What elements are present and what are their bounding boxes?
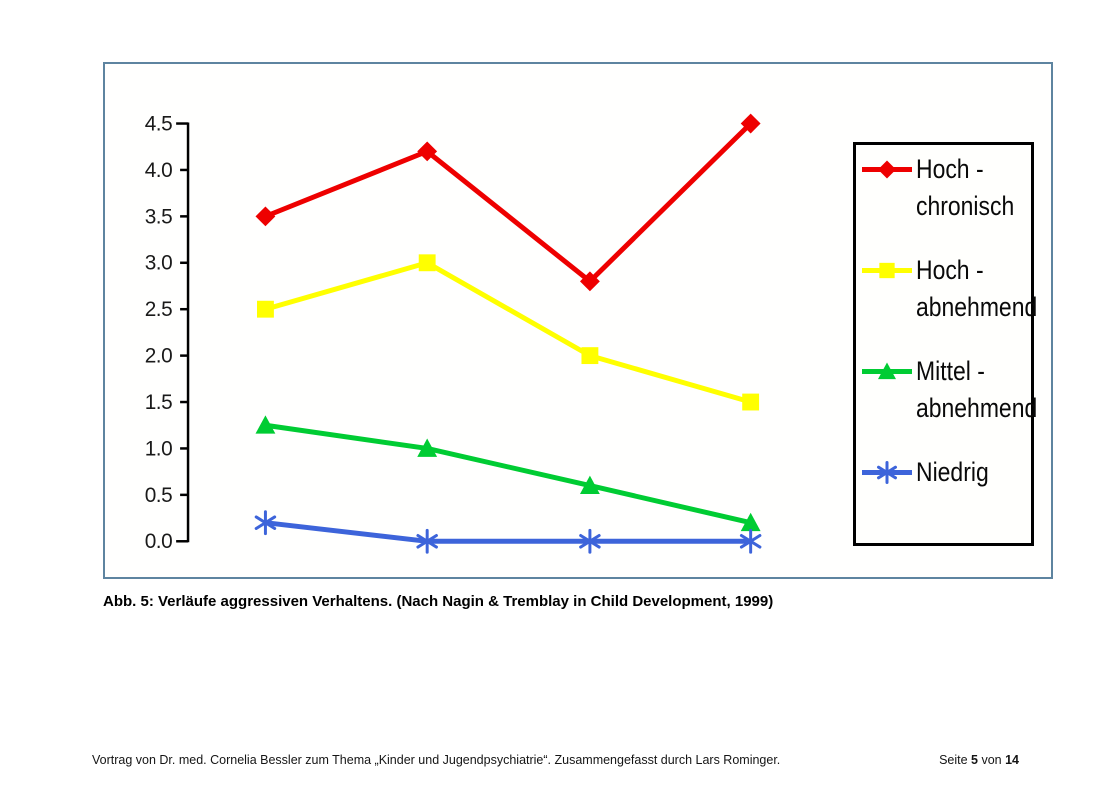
legend-asterisk-icon	[862, 461, 912, 484]
footer-author-text: Vortrag von Dr. med. Cornelia Bessler zu…	[92, 753, 781, 767]
diamond-marker-icon	[255, 206, 276, 227]
legend-item-hoch-chronisch: Hoch - chronisch	[861, 151, 1031, 225]
triangle-marker-icon	[579, 475, 600, 495]
y-tick-label: 0.0	[145, 530, 172, 553]
footer-page-indicator: Seite 5 von 14	[939, 753, 1019, 767]
legend-item-niedrig: Niedrig	[861, 454, 1031, 491]
legend-diamond-icon	[862, 160, 912, 179]
square-marker-icon	[742, 393, 760, 411]
line-chart: 0.0 0.5 1.0 1.5 2.0 2.5 3.0 3.5 4.0 4.5	[145, 112, 762, 554]
legend-label-mittel-abnehmend: Mittel - abnehmend	[916, 356, 1038, 423]
square-marker-icon	[581, 347, 599, 365]
triangle-marker-icon	[255, 415, 276, 434]
square-marker-icon	[418, 254, 436, 272]
series-line-hoch-abnehmend	[264, 260, 752, 405]
legend-square-icon	[862, 262, 912, 279]
y-tick-label: 4.5	[145, 112, 172, 135]
figure-caption: Abb. 5: Verläufe aggressiven Verhaltens.…	[103, 593, 774, 610]
y-tick-label: 2.5	[145, 298, 172, 321]
footer-page-separator: von	[977, 753, 1006, 767]
y-tick-label: 4.0	[145, 159, 172, 182]
chart-figure: 0.0 0.5 1.0 1.5 2.0 2.5 3.0 3.5 4.0 4.5 Hoch - chr…	[103, 62, 1053, 579]
diamond-marker-icon	[878, 160, 896, 179]
y-tick-label: 2.0	[145, 345, 172, 368]
series-line-mittel-abnehmend	[265, 422, 752, 526]
legend-item-hoch-abnehmend: Hoch - abnehmend	[861, 252, 1037, 326]
legend-label-hoch-chronisch: Hoch - chronisch	[916, 154, 1015, 221]
chart-legend: Hoch - chronisch Hoch - abnehmend Mittel - ab…	[853, 142, 1037, 546]
footer-page-number: 5	[971, 753, 978, 767]
y-tick-label: 3.0	[145, 252, 172, 275]
square-marker-icon	[257, 300, 274, 318]
legend-item-mittel-abnehmend: Mittel - abnehmend	[861, 353, 1037, 427]
footer-page-total: 14	[1005, 753, 1019, 767]
legend-label-niedrig: Niedrig	[916, 457, 989, 487]
footer-page-label: Seite	[939, 753, 972, 767]
series-line-hoch-chronisch	[264, 121, 753, 284]
asterisk-marker-icon	[877, 465, 897, 480]
y-tick-label: 3.5	[145, 205, 172, 228]
page-footer: Vortrag von Dr. med. Cornelia Bessler zu…	[92, 753, 1019, 767]
legend-triangle-icon	[862, 362, 912, 380]
triangle-marker-icon	[878, 362, 896, 380]
legend-label-hoch-abnehmend: Hoch - abnehmend	[916, 255, 1038, 322]
y-tick-label: 1.5	[145, 391, 172, 414]
y-tick-label: 0.5	[145, 484, 172, 507]
asterisk-marker-icon	[416, 534, 438, 549]
y-tick-label: 1.0	[145, 437, 172, 460]
triangle-marker-icon	[740, 512, 761, 532]
asterisk-marker-icon	[739, 534, 762, 549]
triangle-marker-icon	[417, 438, 438, 457]
series-line-niedrig	[265, 520, 751, 544]
asterisk-marker-icon	[254, 515, 277, 530]
diamond-marker-icon	[740, 113, 761, 134]
asterisk-marker-icon	[579, 534, 601, 549]
square-marker-icon	[879, 262, 895, 279]
